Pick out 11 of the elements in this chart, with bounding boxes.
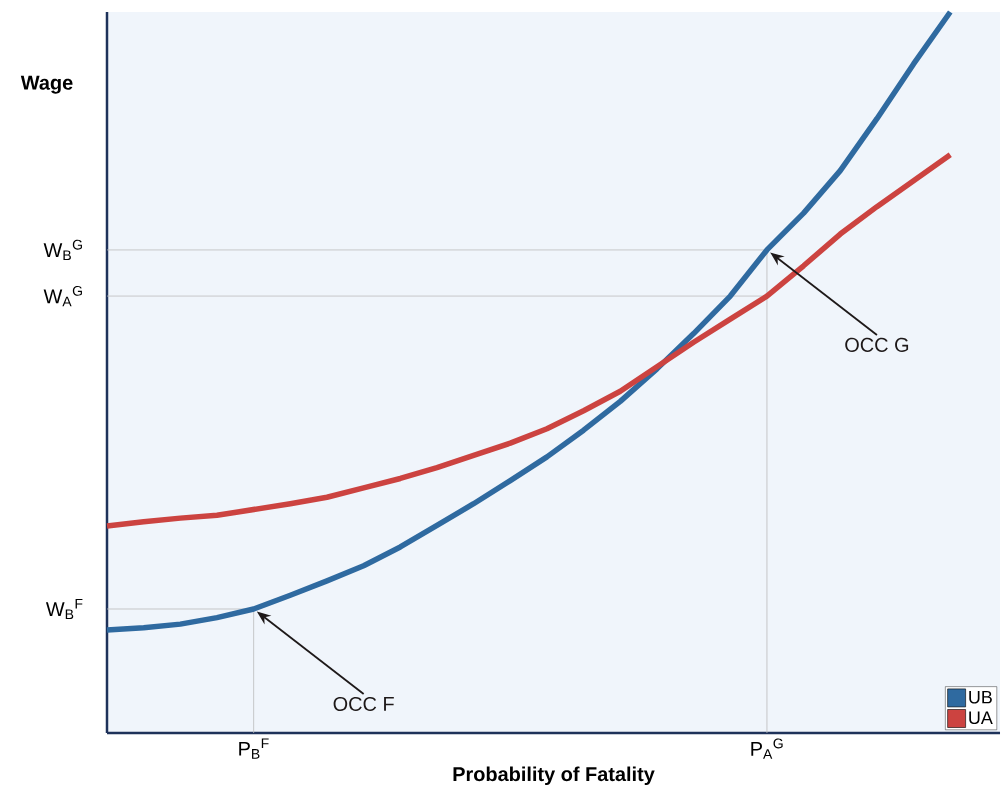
- ref-line-label: W$_{B}$G: [43, 239, 82, 261]
- ref-line-label: W$_{B}$F: [45, 598, 83, 620]
- x-tick-label: P$_{A}$G: [751, 738, 783, 759]
- legend-label: UA: [969, 711, 993, 725]
- x-axis-title: Probability of Fatality: [453, 766, 655, 786]
- annotation: OCC F: [333, 696, 394, 711]
- ref-line-label: W$_{A}$G: [43, 285, 82, 307]
- annotation: OCC G: [845, 337, 909, 352]
- legend-label: UB: [969, 691, 992, 704]
- y-axis-title: Wage: [20, 75, 73, 94]
- x-tick-label: P$_{B}$F: [239, 738, 269, 759]
